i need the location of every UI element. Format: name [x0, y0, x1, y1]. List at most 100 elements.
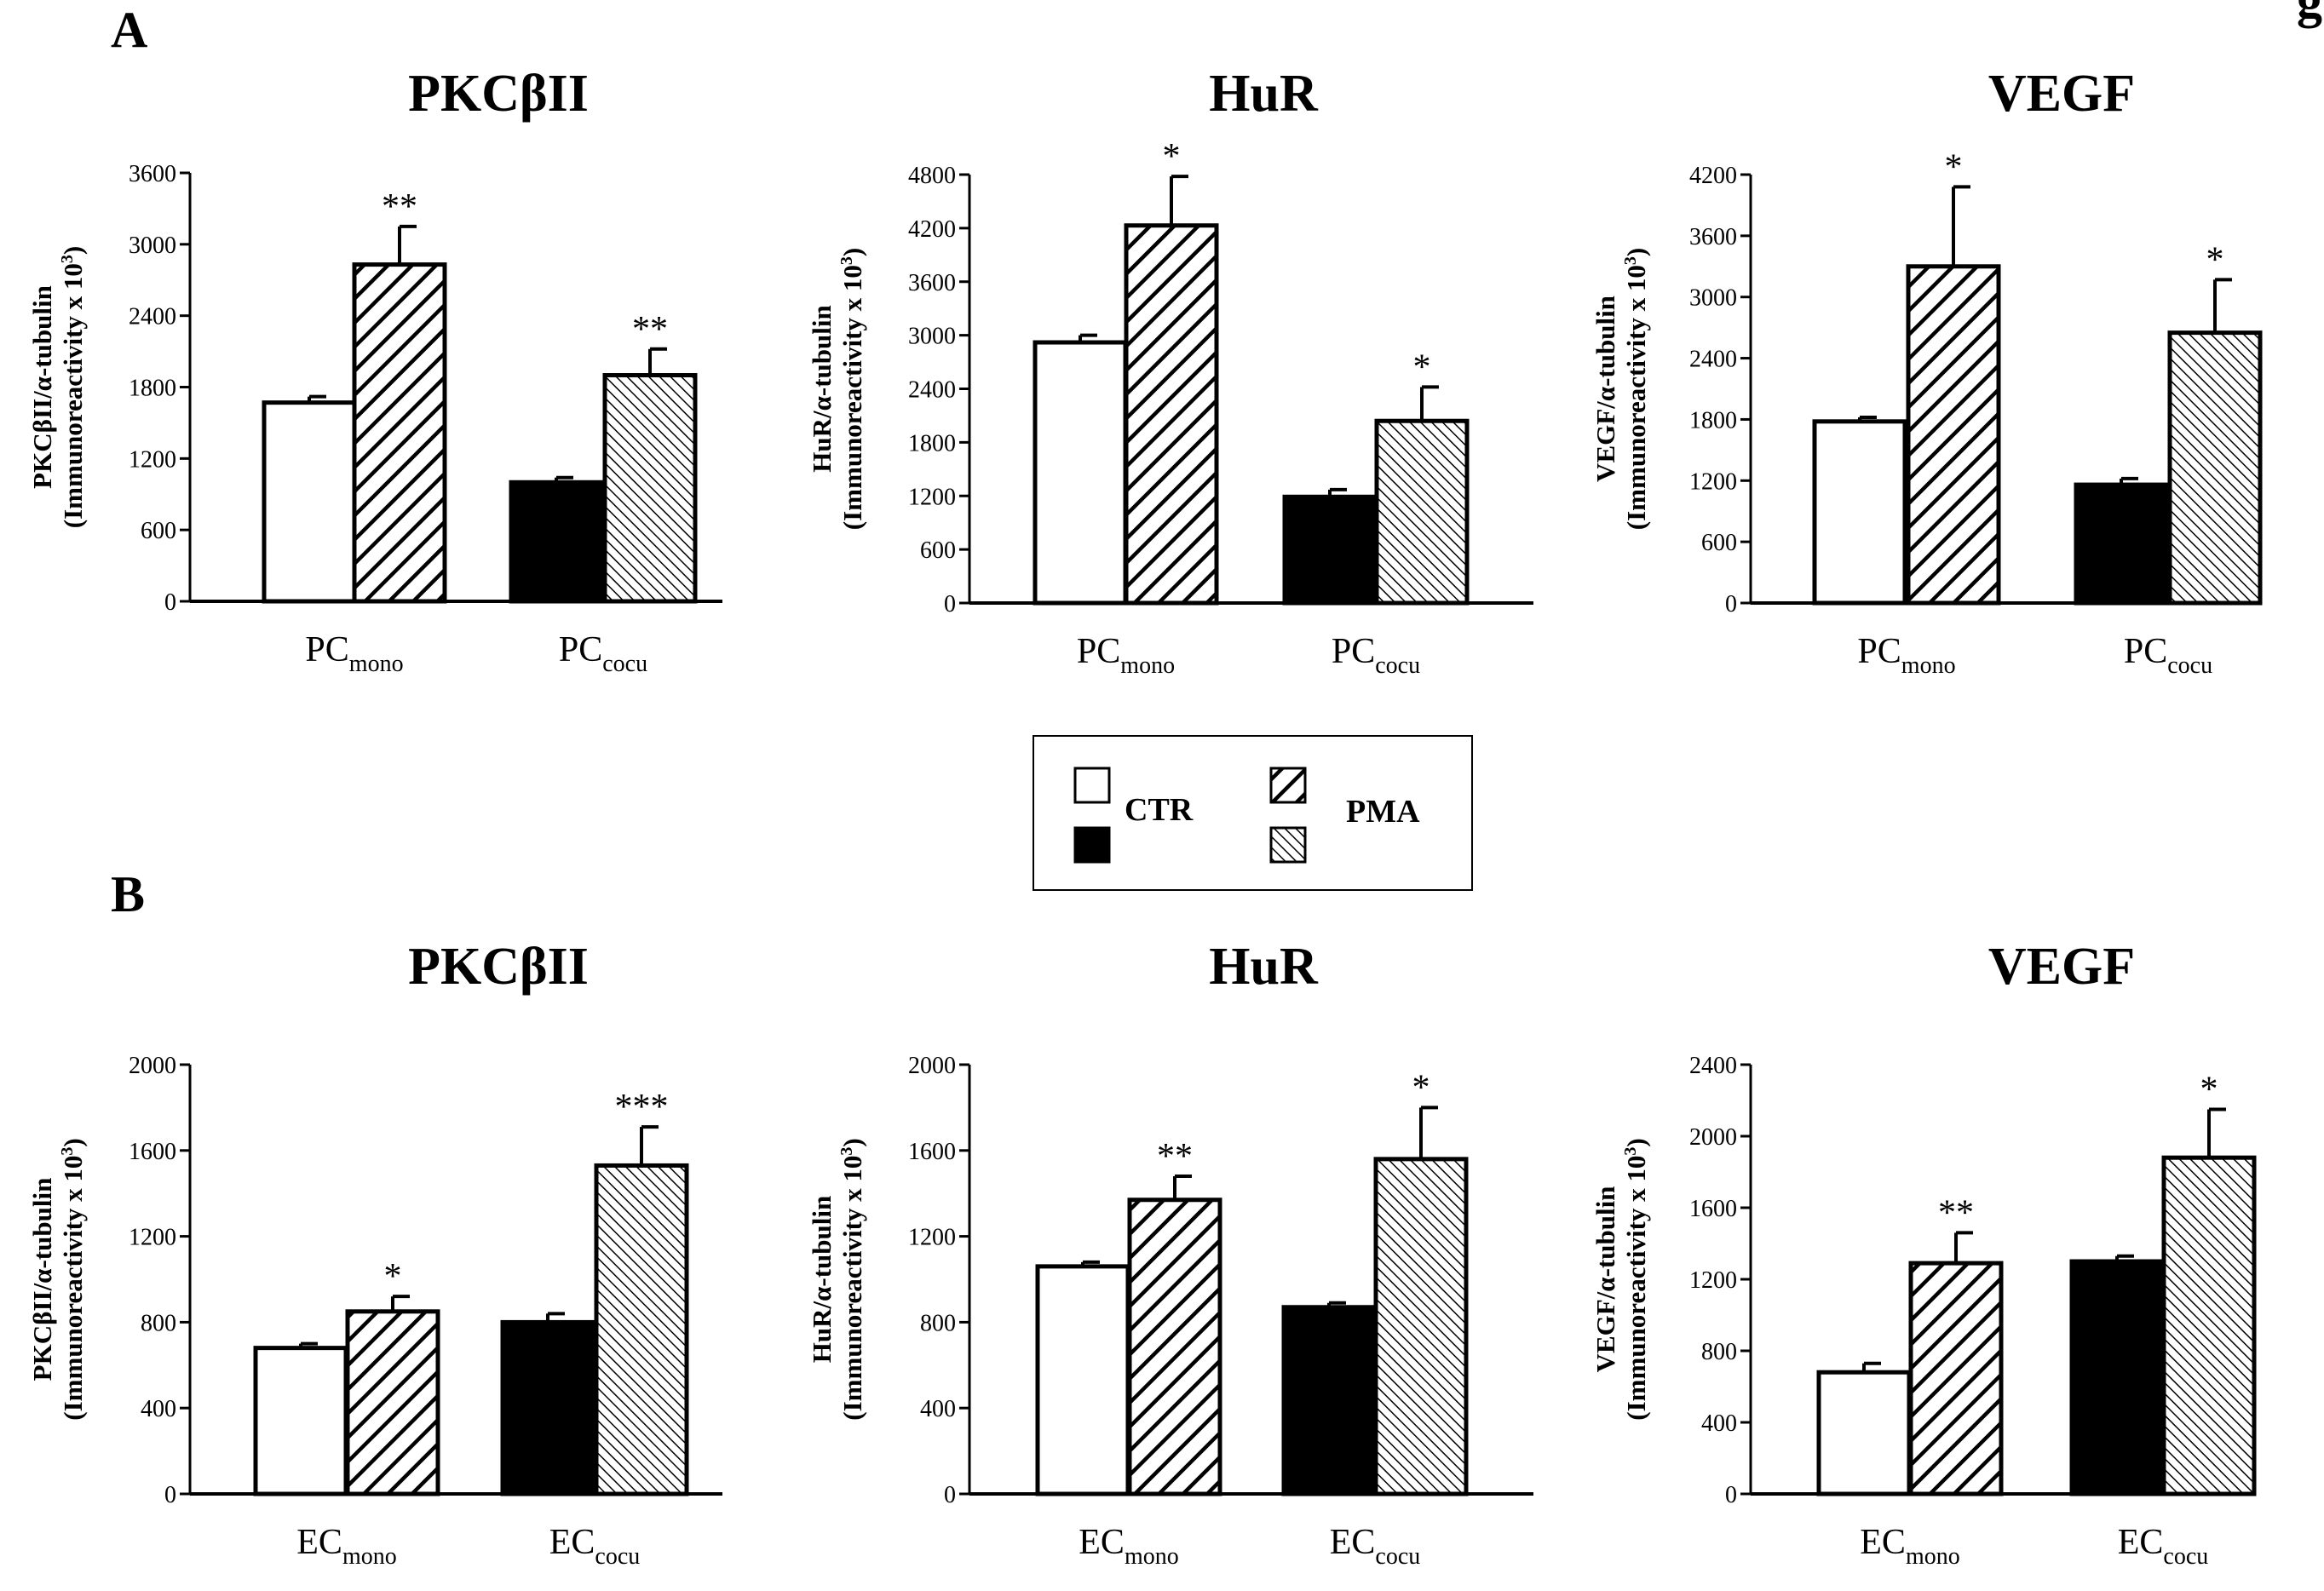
y-axis-label-close: ) [837, 1138, 867, 1146]
significance-label: *** [615, 1088, 669, 1127]
bar-ctr-mono [253, 1346, 348, 1496]
x-category-sub: mono [1906, 1543, 1960, 1570]
y-tick-label: 2400 [1689, 1053, 1737, 1079]
x-category-sub: mono [1901, 652, 1956, 679]
bar-pma-mono [1906, 264, 2001, 606]
x-category-label: ECmono [1079, 1523, 1178, 1570]
bar-ctr-cocu [2069, 1259, 2165, 1496]
y-tick-label: 2400 [1689, 347, 1737, 373]
y-tick-label: 2000 [908, 1053, 956, 1079]
y-tick-label: 600 [141, 518, 176, 544]
y-tick-label: 0 [944, 1482, 956, 1508]
y-tick-label: 2000 [129, 1053, 176, 1079]
y-axis-label: VEGF/α-tubulin(Immunoreactivity x 103) [1591, 248, 1651, 530]
bar-pma-mono [345, 1309, 440, 1496]
y-tick-label: 0 [1725, 591, 1737, 617]
y-tick-label: 1200 [1689, 468, 1737, 495]
chart-title: HuR [1209, 938, 1319, 996]
significance-label: ** [1938, 1193, 1974, 1232]
y-axis-label: PKCβII/α-tubulin(Immunoreactivity x 103) [27, 1138, 88, 1420]
significance-label: * [2200, 1071, 2218, 1110]
x-category-main: EC [2118, 1523, 2164, 1562]
significance-label: * [1945, 147, 1963, 187]
chart-title: HuR [1209, 65, 1319, 123]
y-tick-label: 800 [141, 1310, 176, 1336]
y-axis-label-line2: (Immunoreactivity x 10 [1621, 1156, 1651, 1421]
y-axis-label-line2: (Immunoreactivity x 10 [58, 1156, 88, 1421]
x-category-main: EC [1079, 1523, 1125, 1562]
y-tick-label: 1200 [1689, 1267, 1737, 1294]
x-category-main: PC [1332, 632, 1375, 671]
x-category-sub: cocu [1375, 1543, 1420, 1570]
significance-label: * [1413, 347, 1431, 387]
y-axis-label: VEGF/α-tubulin(Immunoreactivity x 103) [1591, 1138, 1651, 1420]
x-category-sub: mono [1120, 652, 1175, 679]
x-category-label: PCmono [1857, 632, 1955, 679]
chart-0: PKCβII PKCβII/α-tubulin(Immunoreactivity … [27, 65, 722, 677]
x-category-label: PCcocu [1332, 632, 1420, 679]
y-tick-label: 1600 [908, 1139, 956, 1165]
y-axis-label-line1: PKCβII/α-tubulin [27, 1178, 57, 1381]
y-tick-label: 1200 [129, 1225, 176, 1251]
y-axis-label-superscript: 3 [1621, 256, 1640, 265]
y-tick-label: 3000 [908, 324, 956, 350]
x-category-label: ECmono [296, 1523, 396, 1570]
bar-pma-cocu [602, 373, 698, 604]
bar-ctr-mono [1816, 1370, 1912, 1496]
bar-pma-cocu [2161, 1155, 2257, 1496]
x-category-label: ECcocu [549, 1523, 641, 1570]
bar-ctr-cocu [2074, 482, 2169, 606]
x-category-main: EC [296, 1523, 342, 1562]
x-category-sub: cocu [2163, 1543, 2208, 1570]
y-tick-label: 1200 [908, 1225, 956, 1251]
bar-pma-cocu [1373, 1157, 1469, 1496]
x-category-label: ECcocu [2118, 1523, 2209, 1570]
y-axis-label-line1: PKCβII/α-tubulin [27, 285, 57, 489]
bar-ctr-cocu [509, 480, 604, 604]
y-tick-label: 1600 [1689, 1196, 1737, 1222]
y-axis-label-line2: (Immunoreactivity x 10 [837, 1156, 867, 1421]
legend-label-pma: PMA [1346, 794, 1420, 830]
x-category-label: PCmono [1077, 632, 1175, 679]
x-category-sub: cocu [595, 1543, 640, 1570]
x-category-sub: cocu [1375, 652, 1420, 679]
y-axis-label-line1: HuR/α-tubulin [807, 1196, 837, 1364]
x-category-sub: mono [342, 1543, 397, 1570]
y-tick-label: 1200 [908, 484, 956, 510]
y-tick-label: 1600 [129, 1139, 176, 1165]
bar-pma-mono [1908, 1261, 2004, 1496]
y-axis-label-close: ) [837, 248, 867, 256]
x-category-main: PC [1857, 632, 1901, 671]
bar-pma-cocu [594, 1163, 689, 1496]
x-category-sub: mono [1125, 1543, 1179, 1570]
y-tick-label: 400 [920, 1396, 956, 1422]
x-category-main: PC [2124, 632, 2167, 671]
legend-frame [1033, 735, 1473, 891]
panel-letter-a: A [111, 2, 147, 58]
y-tick-label: 0 [164, 1482, 176, 1508]
y-axis-label-line2: (Immunoreactivity x 10 [58, 263, 88, 528]
x-category-label: ECcocu [1330, 1523, 1421, 1570]
chart-title: PKCβII [408, 938, 589, 996]
x-category-main: EC [1330, 1523, 1376, 1562]
x-category-main: PC [1077, 632, 1120, 671]
bar-ctr-cocu [500, 1319, 595, 1496]
bar-ctr-mono [262, 400, 357, 604]
legend-swatch-pma-mono [1269, 767, 1307, 804]
y-tick-label: 0 [944, 591, 956, 617]
top-right-fragment: g [2297, 0, 2322, 28]
chart-3: PKCβII PKCβII/α-tubulin(Immunoreactivity … [27, 938, 722, 1570]
y-axis-label-superscript: 3 [837, 256, 856, 265]
y-tick-label: 800 [1701, 1339, 1737, 1365]
chart-4: HuR HuR/α-tubulin(Immunoreactivity x 103)… [807, 938, 1533, 1570]
bar-pma-mono [1127, 1198, 1222, 1496]
bar-ctr-mono [1035, 1264, 1130, 1496]
x-category-main: PC [559, 630, 602, 669]
chart-2: VEGF VEGF/α-tubulin(Immunoreactivity x 10… [1591, 65, 2263, 679]
y-tick-label: 4200 [908, 216, 956, 243]
significance-label: ** [1157, 1137, 1193, 1176]
bar-pma-cocu [1374, 418, 1470, 606]
y-tick-label: 1200 [129, 446, 176, 473]
y-tick-label: 1800 [1689, 407, 1737, 434]
